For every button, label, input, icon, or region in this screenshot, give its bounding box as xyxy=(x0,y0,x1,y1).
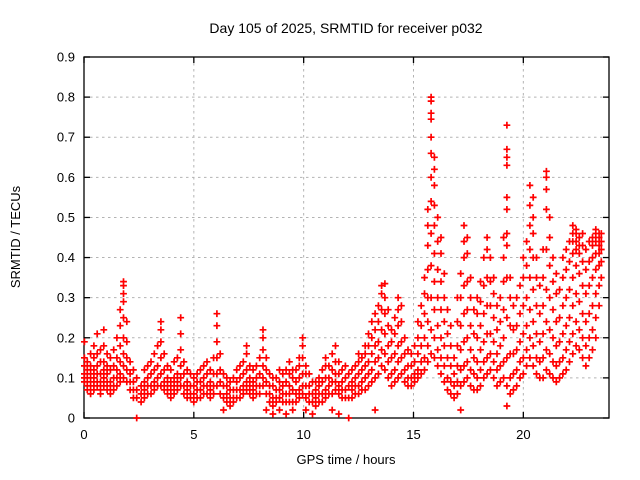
y-tick-label: 0.7 xyxy=(57,130,75,145)
srmtid-data-markers xyxy=(81,93,605,422)
x-tick-label: 5 xyxy=(190,427,197,442)
y-tick-label: 0.4 xyxy=(57,250,75,265)
chart-title: Day 105 of 2025, SRMTID for receiver p03… xyxy=(209,20,482,36)
scatter-points xyxy=(81,93,605,422)
y-axis-label: SRMTID / TECUs xyxy=(8,185,23,288)
border-rect xyxy=(83,56,610,419)
y-tick-label: 0.2 xyxy=(57,330,75,345)
y-tick-label: 0.5 xyxy=(57,210,75,225)
axis-ticks xyxy=(83,56,609,419)
y-tick-label: 0.9 xyxy=(57,50,75,65)
y-tick-label: 0.6 xyxy=(57,170,75,185)
tick-labels: 0 5 10 15 20 0 0.1 0.2 0.3 0.4 0.5 0.6 0.7 0.8 0.9 xyxy=(57,50,531,443)
y-tick-label: 0.8 xyxy=(57,90,75,105)
plot-border xyxy=(83,56,610,419)
y-tick-label: 0 xyxy=(68,411,75,426)
x-tick-label: 10 xyxy=(296,427,310,442)
x-tick-label: 0 xyxy=(80,427,87,442)
grid-lines xyxy=(84,57,609,418)
x-tick-label: 15 xyxy=(406,427,420,442)
y-tick-label: 0.3 xyxy=(57,290,75,305)
x-tick-label: 20 xyxy=(516,427,530,442)
x-axis-label: GPS time / hours xyxy=(297,452,396,467)
y-tick-label: 0.1 xyxy=(57,370,75,385)
